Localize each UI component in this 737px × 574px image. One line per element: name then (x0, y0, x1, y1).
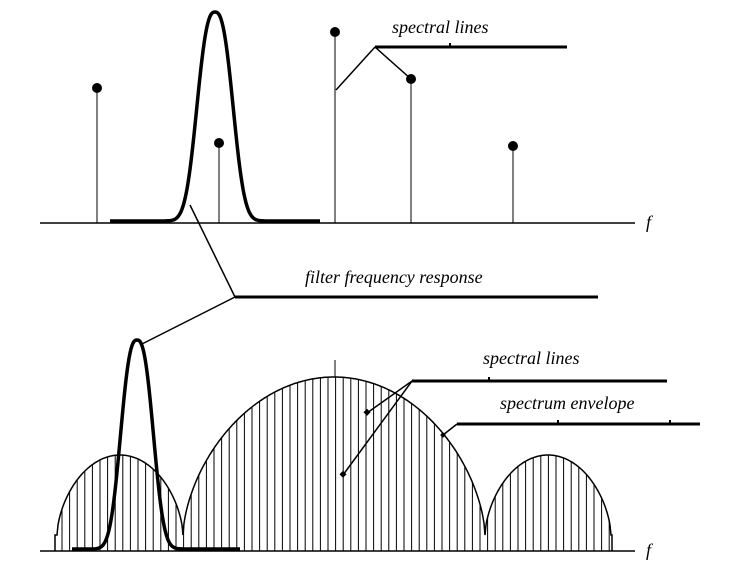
axis-label: f (646, 540, 654, 560)
filter-curve (110, 10, 320, 223)
leaders (139, 43, 598, 346)
label: spectral lines (392, 17, 489, 37)
filter-curve (72, 338, 240, 551)
label: spectrum envelope (500, 393, 634, 413)
spectral-lines (92, 27, 518, 223)
leaders (339, 377, 700, 478)
envelope (54, 376, 613, 551)
label: spectral lines (483, 348, 580, 368)
hatch (61, 377, 610, 551)
label: filter frequency response (305, 267, 483, 287)
axis-label: f (646, 212, 654, 232)
